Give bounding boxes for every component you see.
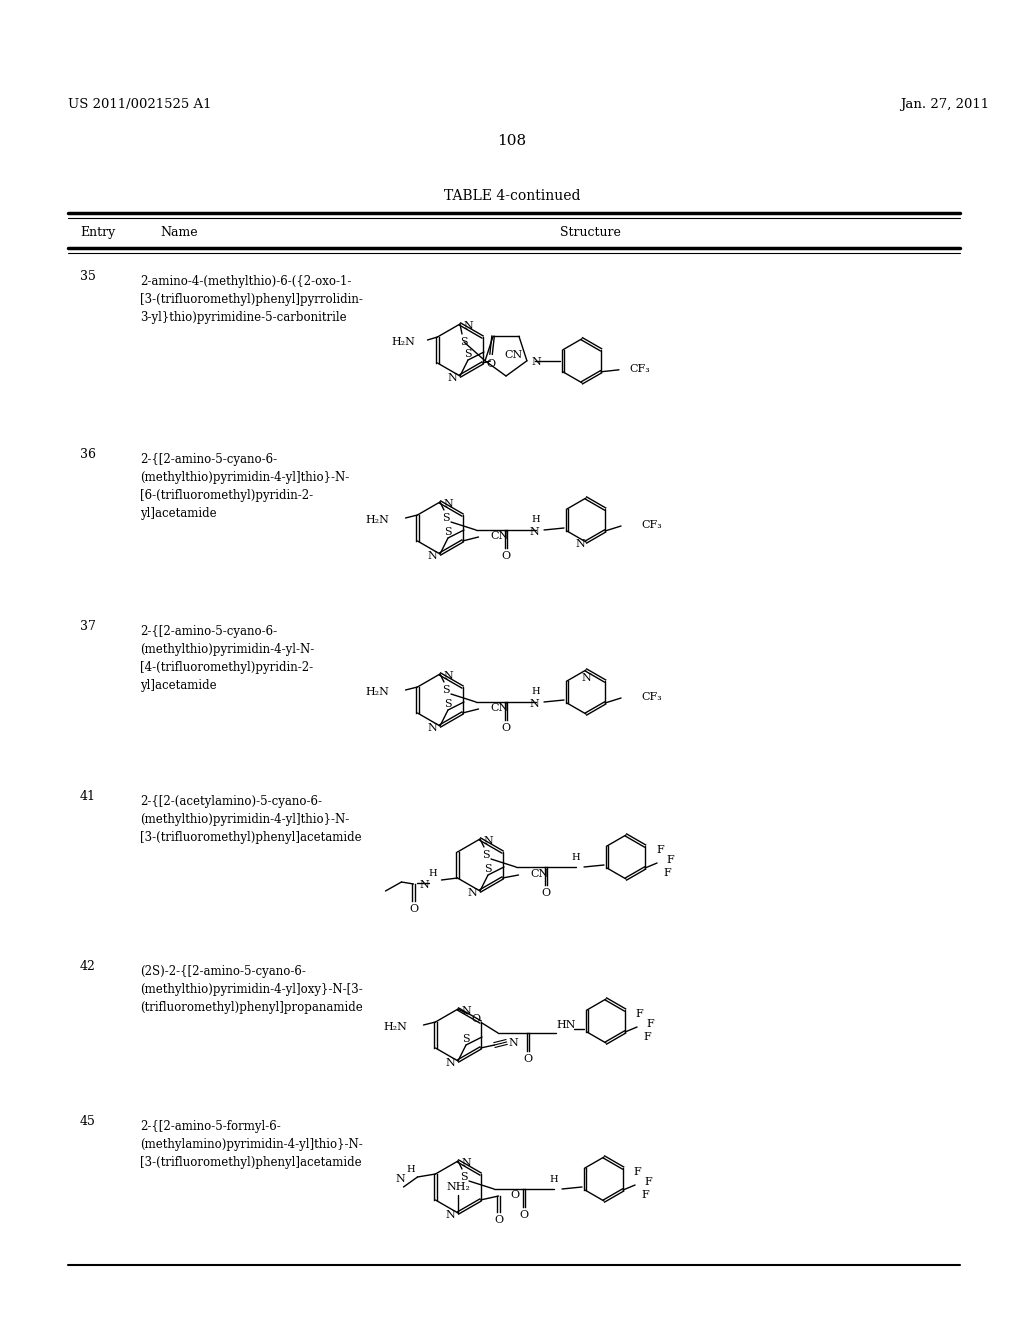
Text: N: N	[420, 880, 429, 890]
Text: S: S	[464, 348, 472, 359]
Text: O: O	[511, 1191, 519, 1200]
Text: N: N	[463, 321, 473, 331]
Text: N: N	[461, 1158, 471, 1168]
Text: S: S	[444, 700, 452, 709]
Text: H: H	[550, 1175, 558, 1184]
Text: 2-{[2-amino-5-formyl-6-
(methylamino)pyrimidin-4-yl]thio}-N-
[3-(trifluoromethyl: 2-{[2-amino-5-formyl-6- (methylamino)pyr…	[140, 1119, 362, 1170]
Text: Name: Name	[160, 226, 198, 239]
Text: S: S	[462, 1034, 470, 1044]
Text: N: N	[443, 499, 453, 510]
Text: 41: 41	[80, 789, 96, 803]
Text: H: H	[531, 688, 541, 697]
Text: S: S	[460, 337, 468, 347]
Text: H: H	[407, 1164, 416, 1173]
Text: HN: HN	[556, 1020, 575, 1030]
Text: O: O	[494, 1214, 503, 1225]
Text: N: N	[529, 527, 539, 537]
Text: N: N	[447, 374, 457, 383]
Text: (2S)-2-{[2-amino-5-cyano-6-
(methylthio)pyrimidin-4-yl]oxy}-N-[3-
(trifluorometh: (2S)-2-{[2-amino-5-cyano-6- (methylthio)…	[140, 965, 362, 1014]
Text: F: F	[667, 855, 674, 865]
Text: Structure: Structure	[560, 226, 621, 239]
Text: 2-{[2-amino-5-cyano-6-
(methylthio)pyrimidin-4-yl]thio}-N-
[6-(trifluoromethyl)p: 2-{[2-amino-5-cyano-6- (methylthio)pyrim…	[140, 453, 349, 520]
Text: CN: CN	[490, 531, 509, 541]
Text: H: H	[531, 516, 541, 524]
Text: F: F	[656, 845, 664, 855]
Text: CF₃: CF₃	[641, 520, 662, 531]
Text: O: O	[409, 904, 418, 913]
Text: N: N	[461, 1006, 471, 1016]
Text: S: S	[442, 685, 450, 696]
Text: S: S	[482, 850, 489, 861]
Text: 37: 37	[80, 620, 96, 634]
Text: H₂N: H₂N	[384, 1022, 408, 1032]
Text: S: S	[444, 527, 452, 537]
Text: 2-amino-4-(methylthio)-6-({2-oxo-1-
[3-(trifluoromethyl)phenyl]pyrrolidin-
3-yl}: 2-amino-4-(methylthio)-6-({2-oxo-1- [3-(…	[140, 275, 362, 323]
Text: 45: 45	[80, 1115, 96, 1129]
Text: CF₃: CF₃	[629, 364, 649, 374]
Text: F: F	[641, 1191, 649, 1200]
Text: US 2011/0021525 A1: US 2011/0021525 A1	[68, 98, 212, 111]
Text: O: O	[502, 723, 511, 733]
Text: N: N	[529, 700, 539, 709]
Text: Entry: Entry	[80, 226, 116, 239]
Text: NH₂: NH₂	[446, 1181, 470, 1192]
Text: H: H	[571, 853, 581, 862]
Text: N: N	[483, 836, 493, 846]
Text: O: O	[486, 359, 496, 370]
Text: N: N	[443, 671, 453, 681]
Text: F: F	[643, 1032, 651, 1041]
Text: H₂N: H₂N	[366, 515, 389, 525]
Text: CN: CN	[530, 869, 549, 879]
Text: 2-{[2-amino-5-cyano-6-
(methylthio)pyrimidin-4-yl-N-
[4-(trifluoromethyl)pyridin: 2-{[2-amino-5-cyano-6- (methylthio)pyrim…	[140, 624, 314, 692]
Text: N: N	[509, 1038, 518, 1048]
Text: N: N	[531, 356, 542, 367]
Text: N: N	[575, 539, 585, 549]
Text: F: F	[635, 1008, 643, 1019]
Text: Jan. 27, 2011: Jan. 27, 2011	[900, 98, 989, 111]
Text: 36: 36	[80, 447, 96, 461]
Text: 108: 108	[498, 135, 526, 148]
Text: 2-{[2-(acetylamino)-5-cyano-6-
(methylthio)pyrimidin-4-yl]thio}-N-
[3-(trifluoro: 2-{[2-(acetylamino)-5-cyano-6- (methylth…	[140, 795, 361, 843]
Text: N: N	[427, 723, 437, 733]
Text: N: N	[467, 888, 477, 898]
Text: F: F	[644, 1177, 652, 1187]
Text: H₂N: H₂N	[366, 686, 389, 697]
Text: S: S	[484, 865, 492, 874]
Text: TABLE 4-continued: TABLE 4-continued	[443, 189, 581, 203]
Text: F: F	[633, 1167, 641, 1177]
Text: CN: CN	[505, 350, 523, 360]
Text: N: N	[445, 1210, 455, 1220]
Text: O: O	[519, 1210, 528, 1220]
Text: S: S	[460, 1172, 468, 1181]
Text: 42: 42	[80, 960, 96, 973]
Text: H₂N: H₂N	[391, 337, 416, 347]
Text: CF₃: CF₃	[641, 692, 662, 702]
Text: N: N	[445, 1059, 455, 1068]
Text: F: F	[646, 1019, 654, 1030]
Text: O: O	[523, 1053, 532, 1064]
Text: N: N	[395, 1173, 406, 1184]
Text: S: S	[442, 513, 450, 523]
Text: 35: 35	[80, 271, 96, 282]
Text: O: O	[542, 888, 551, 898]
Text: O: O	[471, 1014, 480, 1024]
Text: N: N	[582, 673, 591, 682]
Text: H: H	[428, 869, 437, 878]
Text: CN: CN	[490, 704, 509, 713]
Text: N: N	[427, 550, 437, 561]
Text: F: F	[664, 869, 671, 878]
Text: O: O	[502, 550, 511, 561]
